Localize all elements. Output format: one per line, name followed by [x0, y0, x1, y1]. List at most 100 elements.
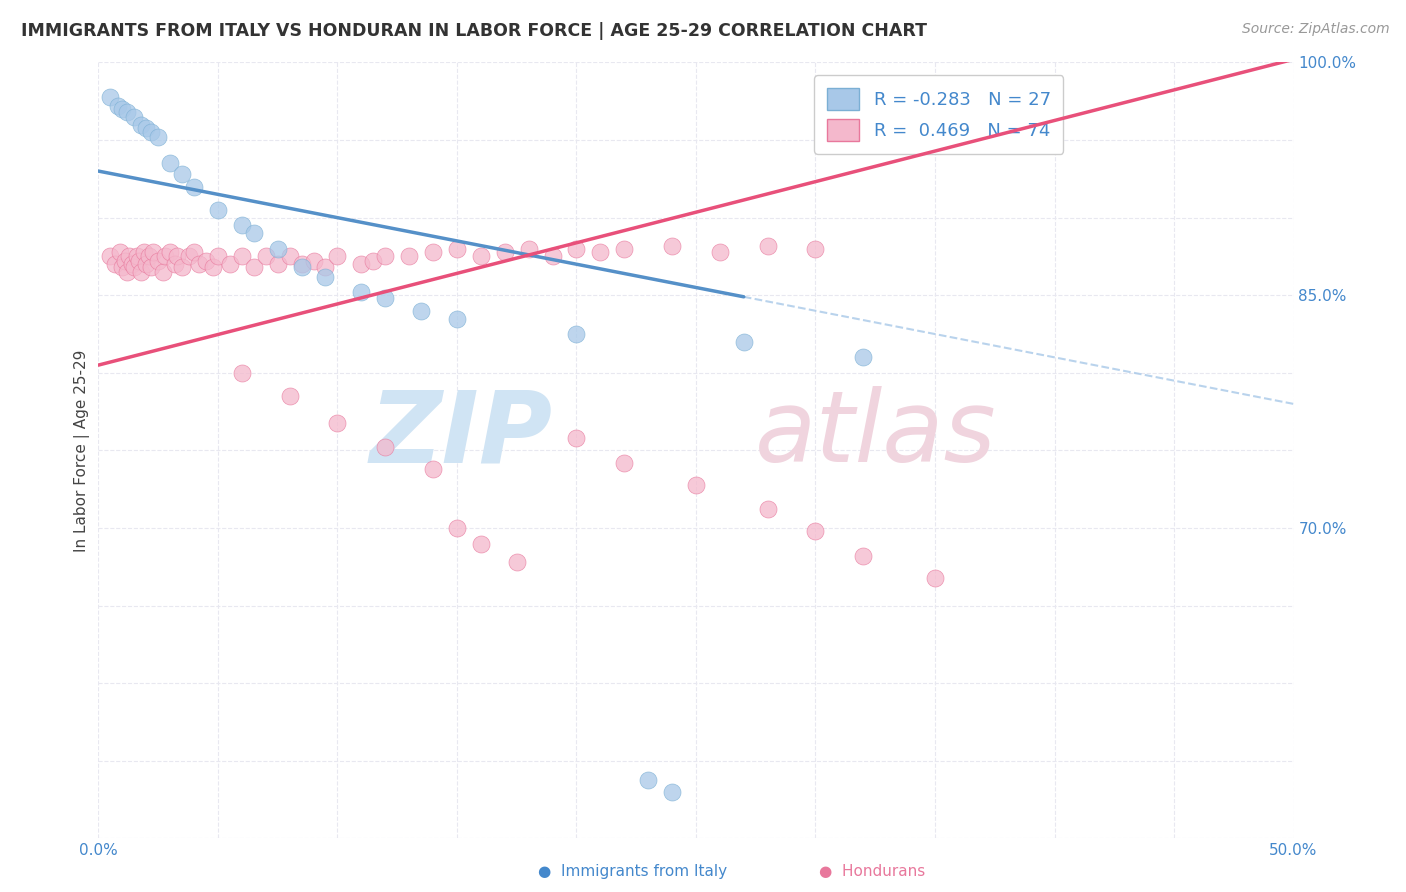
Point: [111, 102, 134, 116]
Point: [326, 249, 349, 264]
Point: [565, 242, 588, 256]
Point: [104, 257, 127, 271]
Point: [350, 257, 373, 271]
Point: [398, 249, 420, 264]
Point: [128, 254, 150, 268]
Point: [506, 555, 529, 569]
Point: [114, 254, 136, 268]
Point: [685, 477, 707, 491]
Point: [709, 244, 731, 259]
Point: [852, 351, 875, 365]
Point: [124, 110, 146, 124]
Point: [589, 244, 612, 259]
Point: [326, 416, 349, 430]
Point: [852, 549, 875, 563]
Point: [291, 260, 314, 275]
Point: [98, 249, 122, 264]
Point: [661, 785, 683, 799]
Point: [411, 303, 433, 318]
Point: [374, 249, 396, 264]
Point: [111, 260, 134, 275]
Point: [565, 431, 588, 445]
Point: [350, 285, 373, 300]
Point: [494, 244, 516, 259]
Point: [291, 257, 314, 271]
Text: IMMIGRANTS FROM ITALY VS HONDURAN IN LABOR FORCE | AGE 25-29 CORRELATION CHART: IMMIGRANTS FROM ITALY VS HONDURAN IN LAB…: [21, 22, 927, 40]
Point: [231, 219, 253, 233]
Point: [302, 254, 325, 268]
Point: [804, 242, 827, 256]
Point: [422, 462, 444, 476]
Point: [267, 242, 290, 256]
Point: [187, 257, 209, 271]
Point: [924, 571, 946, 585]
Legend: R = -0.283   N = 27, R =  0.469   N = 74: R = -0.283 N = 27, R = 0.469 N = 74: [814, 75, 1063, 153]
Point: [254, 249, 277, 264]
Point: [231, 249, 253, 264]
Point: [131, 265, 153, 279]
Text: atlas: atlas: [755, 386, 995, 483]
Point: [139, 260, 162, 275]
Point: [183, 244, 205, 259]
Point: [541, 249, 564, 264]
Point: [565, 326, 588, 341]
Point: [121, 257, 143, 271]
Point: [107, 99, 129, 113]
Point: [315, 260, 337, 275]
Point: [637, 772, 659, 787]
Point: [278, 249, 301, 264]
Point: [172, 167, 194, 181]
Point: [315, 269, 337, 284]
Point: [163, 257, 186, 271]
Point: [115, 105, 138, 120]
Point: [159, 244, 181, 259]
Point: [118, 249, 141, 264]
Point: [142, 244, 165, 259]
Point: [422, 244, 444, 259]
Point: [446, 242, 468, 256]
Point: [124, 260, 146, 275]
Point: [179, 249, 201, 264]
Point: [207, 249, 229, 264]
Point: [131, 118, 153, 132]
Point: [207, 202, 229, 217]
Point: [135, 257, 157, 271]
Point: [202, 260, 225, 275]
Point: [148, 254, 170, 268]
Point: [613, 456, 636, 470]
Point: [132, 244, 155, 259]
Point: [166, 249, 188, 264]
Point: [183, 179, 205, 194]
Point: [267, 257, 290, 271]
Point: [138, 249, 160, 264]
Point: [135, 120, 157, 135]
Point: [517, 242, 540, 256]
Point: [108, 244, 131, 259]
Point: [470, 536, 492, 550]
Point: [374, 291, 396, 305]
Point: [278, 389, 301, 403]
Point: [613, 242, 636, 256]
Text: ●  Hondurans: ● Hondurans: [818, 863, 925, 879]
Point: [148, 130, 170, 145]
Point: [125, 249, 148, 264]
Point: [195, 254, 218, 268]
Text: ●  Immigrants from Italy: ● Immigrants from Italy: [538, 863, 727, 879]
Point: [139, 125, 162, 139]
Point: [733, 334, 755, 349]
Point: [159, 156, 181, 170]
Point: [231, 366, 253, 380]
Text: ZIP: ZIP: [370, 386, 553, 483]
Text: Source: ZipAtlas.com: Source: ZipAtlas.com: [1241, 22, 1389, 37]
Point: [446, 311, 468, 326]
Point: [98, 89, 122, 103]
Point: [243, 226, 266, 240]
Point: [756, 238, 779, 252]
Point: [446, 521, 468, 535]
Point: [219, 257, 242, 271]
Point: [115, 265, 138, 279]
Point: [661, 238, 683, 252]
Point: [804, 524, 827, 538]
Point: [374, 441, 396, 455]
Point: [152, 265, 174, 279]
